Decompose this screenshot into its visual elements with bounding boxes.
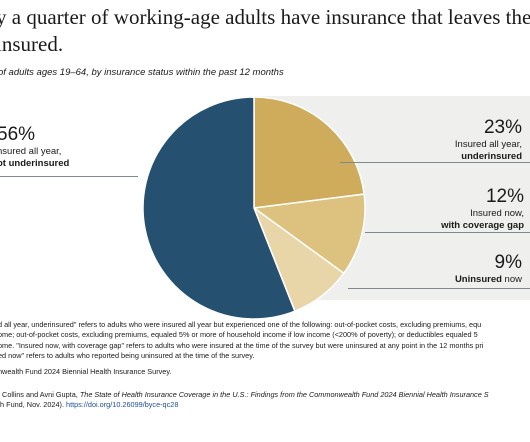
note-line: ome. "Insured now, with coverage gap" re… [0, 340, 484, 350]
label-underinsured: 23% Insured all year, underinsured [455, 117, 522, 163]
pie-slice-coverage-gap [252, 193, 366, 275]
leader-uninsured [348, 288, 530, 289]
chart-title: y a quarter of working-age adults have i… [0, 4, 530, 58]
note-line: ome; out-of-pocket costs, excluding prem… [0, 330, 478, 340]
chart-subtitle: of adults ages 19–64, by insurance statu… [0, 67, 284, 78]
pct-uninsured: 9% [494, 252, 522, 273]
desc-underinsured-1: Insured all year, [454, 139, 522, 150]
label-uninsured: 9% Uninsured now [455, 252, 522, 286]
desc-uninsured-suffix: now [501, 274, 522, 285]
desc-insured-all-year-2: ot underinsured [0, 158, 70, 169]
citation-prefix: . Collins and Avni Gupta, [0, 390, 80, 399]
desc-coverage-gap-1: Insured now, [470, 208, 524, 219]
label-insured-all-year: 56% nsured all year, ot underinsured [0, 124, 69, 170]
chart-source: nwealth Fund 2024 Biennial Health Insura… [0, 367, 172, 376]
pie-slice-insured-all-year [142, 96, 296, 320]
pct-insured-all-year: 56% [0, 124, 36, 145]
citation-title: The State of Health Insurance Coverage i… [79, 390, 489, 399]
title-line-2: insured. [0, 32, 64, 56]
pct-underinsured: 23% [483, 117, 522, 138]
desc-underinsured-2: underinsured [461, 151, 522, 162]
citation-doi-link[interactable]: https://doi.org/10.26099/byce-qc28 [66, 400, 179, 410]
chart-notes: d all year, underinsured" refers to adul… [0, 320, 530, 362]
pct-coverage-gap: 12% [485, 186, 524, 207]
citation-publisher: th Fund, Nov. 2024). [0, 400, 67, 410]
note-line: d all year, underinsured" refers to adul… [0, 320, 482, 329]
leader-coverage-gap [365, 232, 530, 233]
pie-slice-underinsured [253, 96, 365, 209]
chart-citation: . Collins and Avni Gupta, The State of H… [0, 390, 489, 411]
label-coverage-gap: 12% Insured now, with coverage gap [441, 186, 524, 232]
leader-underinsured [340, 162, 530, 163]
leader-insured-all-year [0, 176, 138, 177]
title-line-1: y a quarter of working-age adults have i… [0, 5, 530, 29]
desc-coverage-gap-2: with coverage gap [441, 220, 524, 231]
note-line: ed now" refers to adults who reported be… [0, 351, 255, 361]
desc-uninsured-bold: Uninsured [454, 274, 502, 285]
desc-insured-all-year-1: nsured all year, [0, 146, 62, 157]
